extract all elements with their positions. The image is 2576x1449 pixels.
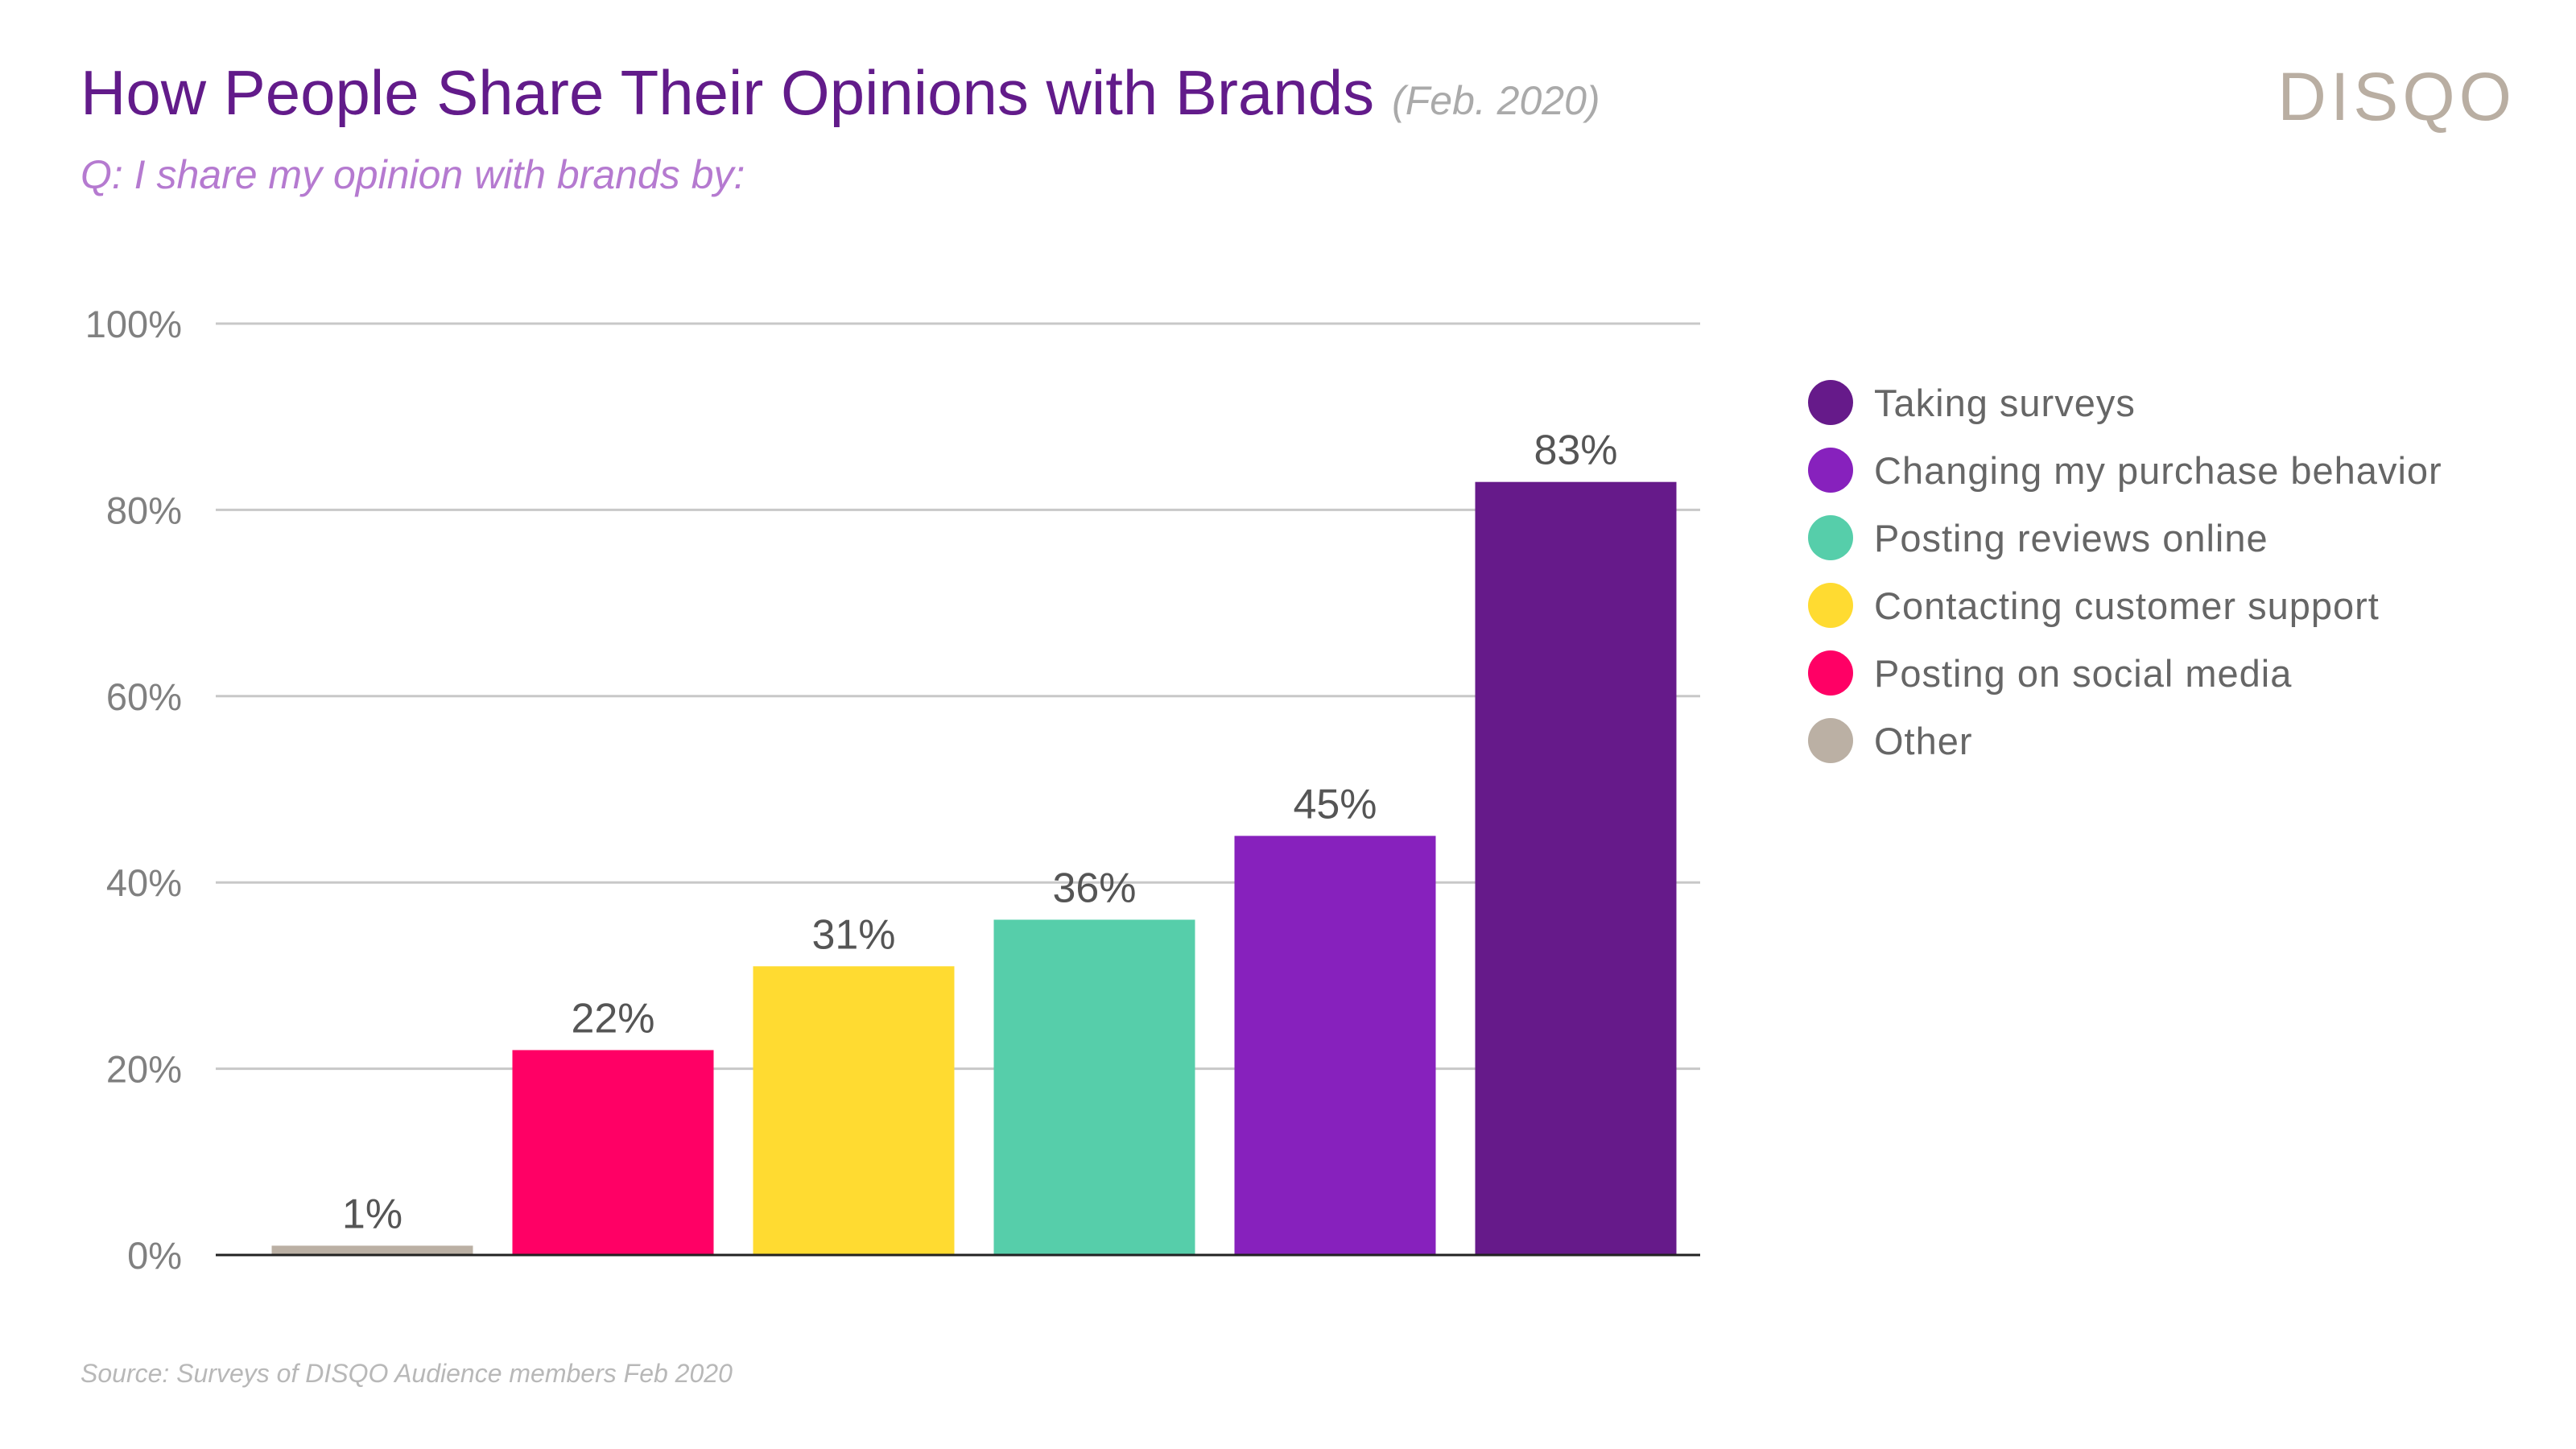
bar — [1475, 481, 1677, 1255]
legend-swatch — [1808, 718, 1853, 763]
bar — [1234, 836, 1436, 1255]
legend-item: Posting on social media — [1808, 639, 2442, 707]
y-tick-label: 20% — [106, 1048, 182, 1091]
legend-item: Other — [1808, 707, 2442, 774]
legend-item: Changing my purchase behavior — [1808, 436, 2442, 504]
legend-item: Contacting customer support — [1808, 572, 2442, 639]
y-tick-label: 80% — [106, 489, 182, 531]
bar — [993, 919, 1195, 1255]
bar-value-label: 22% — [571, 995, 654, 1042]
legend-swatch — [1808, 515, 1853, 560]
page-title: How People Share Their Opinions with Bra… — [80, 57, 1375, 128]
bar-value-label: 1% — [342, 1191, 402, 1237]
title-row: How People Share Their Opinions with Bra… — [80, 56, 1600, 130]
chart-subtitle: Q: I share my opinion with brands by: — [80, 152, 745, 197]
legend-label: Changing my purchase behavior — [1874, 448, 2442, 492]
brand-logo: DISQO — [2277, 59, 2516, 134]
y-tick-label: 60% — [106, 675, 182, 718]
legend-label: Other — [1874, 719, 1973, 762]
chart-legend: Taking surveys Changing my purchase behav… — [1808, 369, 2442, 774]
legend-label: Posting reviews online — [1874, 516, 2268, 559]
bar — [753, 966, 955, 1255]
bar-value-label: 83% — [1534, 427, 1617, 474]
title-date: (Feb. 2020) — [1392, 78, 1600, 123]
bar-value-label: 45% — [1293, 781, 1377, 828]
legend-item: Posting reviews online — [1808, 504, 2442, 572]
bar-value-label: 36% — [1052, 865, 1136, 911]
legend-label: Taking surveys — [1874, 381, 2136, 424]
legend-swatch — [1808, 448, 1853, 493]
legend-item: Taking surveys — [1808, 369, 2442, 436]
legend-label: Posting on social media — [1874, 651, 2293, 695]
bar — [512, 1050, 714, 1255]
bar-value-label: 31% — [811, 911, 895, 958]
legend-label: Contacting customer support — [1874, 584, 2380, 627]
source-note: Source: Surveys of DISQO Audience member… — [80, 1359, 733, 1388]
y-tick-label: 40% — [106, 861, 182, 904]
legend-swatch — [1808, 583, 1853, 628]
y-tick-label: 0% — [127, 1234, 182, 1277]
legend-swatch — [1808, 380, 1853, 425]
bar — [271, 1245, 473, 1255]
y-tick-label: 100% — [85, 303, 182, 345]
legend-swatch — [1808, 650, 1853, 696]
